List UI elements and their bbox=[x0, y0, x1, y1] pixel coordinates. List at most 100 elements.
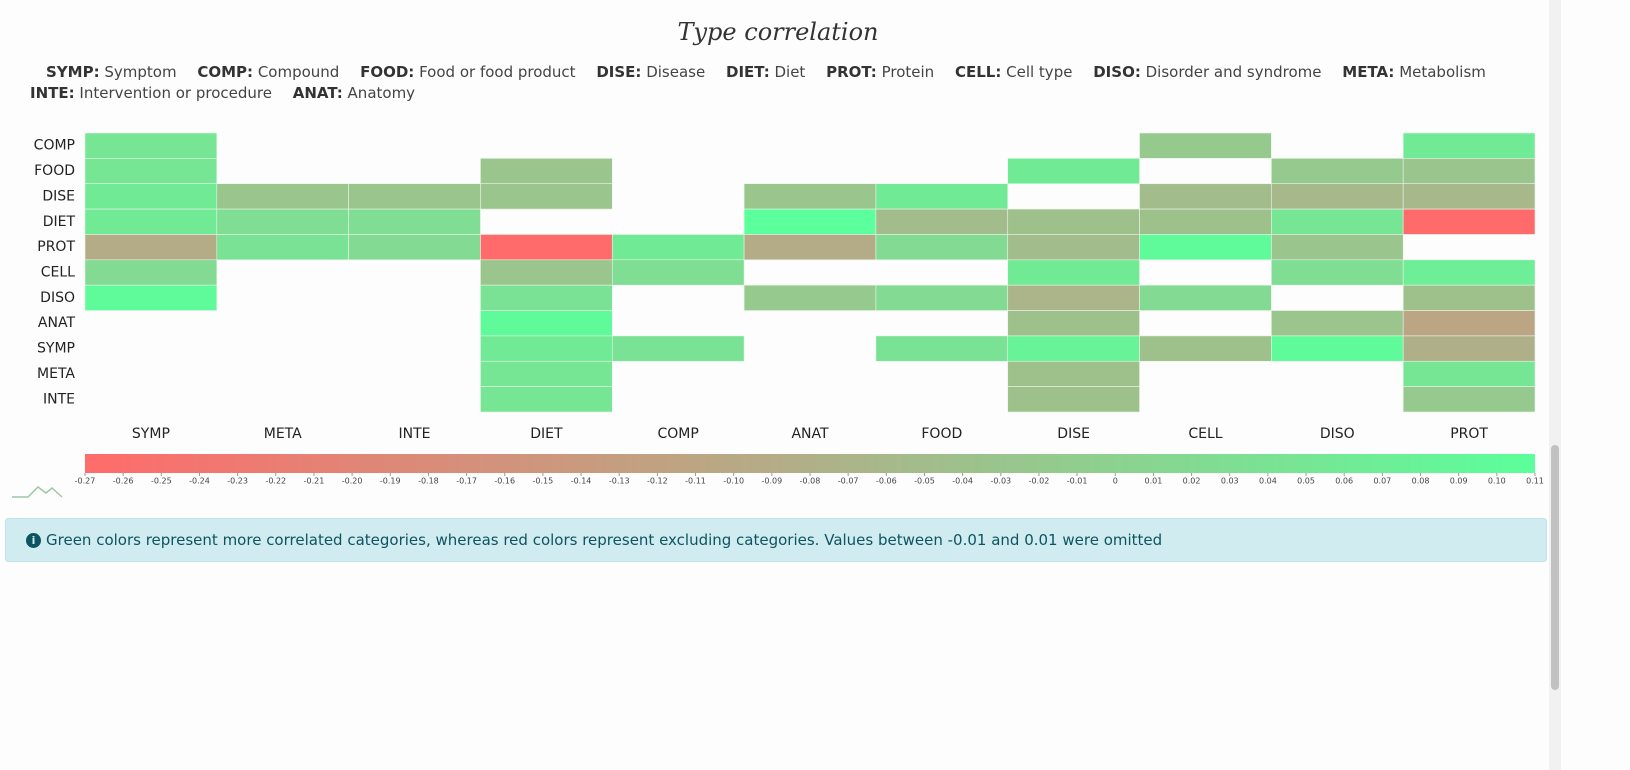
cell bbox=[875, 208, 1009, 235]
colorbar-tick-label: -0.12 bbox=[647, 477, 668, 486]
legend-code: META: bbox=[1342, 63, 1395, 81]
legend-code: FOOD: bbox=[360, 63, 415, 81]
legend-label: Cell type bbox=[1006, 63, 1073, 81]
cell bbox=[1139, 335, 1272, 362]
legend-label: Disease bbox=[646, 63, 706, 81]
colorbar-tick-label: -0.19 bbox=[380, 477, 401, 486]
legend-label: Diet bbox=[774, 63, 806, 81]
cell bbox=[1007, 335, 1140, 362]
cell bbox=[348, 208, 481, 235]
legend-label: Symptom bbox=[104, 63, 177, 81]
cell bbox=[1139, 132, 1272, 159]
legend-item: FOOD: Food or food product bbox=[360, 63, 575, 81]
colorbar-tick-label: 0.05 bbox=[1297, 477, 1315, 486]
cell bbox=[1271, 259, 1404, 286]
logo bbox=[12, 486, 63, 498]
legend-item: INTE: Intervention or procedure bbox=[30, 84, 272, 102]
colorbar-tick-label: 0.10 bbox=[1488, 477, 1506, 486]
cell bbox=[84, 234, 218, 261]
cell bbox=[1271, 335, 1404, 362]
cell bbox=[1402, 259, 1536, 286]
y-tick-label: DISE bbox=[42, 188, 75, 204]
cell bbox=[480, 158, 613, 185]
legend-code: ANAT: bbox=[292, 84, 343, 102]
y-tick-label: ANAT bbox=[38, 315, 76, 331]
cell bbox=[1402, 386, 1536, 413]
legend-item: DIET: Diet bbox=[726, 63, 805, 81]
cell bbox=[216, 234, 349, 261]
cell bbox=[743, 183, 877, 210]
cell bbox=[1007, 386, 1140, 413]
cell bbox=[1139, 284, 1272, 311]
legend-item: SYMP: Symptom bbox=[46, 63, 177, 81]
x-tick-label: INTE bbox=[399, 426, 431, 442]
colorbar-tick-label: -0.27 bbox=[75, 477, 96, 486]
colorbar bbox=[85, 454, 1535, 473]
x-tick-label: PROT bbox=[1450, 426, 1488, 442]
y-tick-label: DIET bbox=[43, 214, 76, 230]
legend-item: COMP: Compound bbox=[197, 63, 339, 81]
legend-code: CELL: bbox=[954, 63, 1002, 81]
colorbar-tick-label: -0.03 bbox=[990, 477, 1011, 486]
cell bbox=[216, 208, 349, 235]
colorbar-tick-label: -0.22 bbox=[265, 477, 286, 486]
info-alert: i Green colors represent more correlated … bbox=[5, 518, 1547, 562]
cell bbox=[875, 284, 1009, 311]
legend-item: DISE: Disease bbox=[596, 63, 705, 81]
legend-item: META: Metabolism bbox=[1342, 63, 1486, 81]
colorbar-tick-label: 0.11 bbox=[1526, 477, 1544, 486]
legend-label: Compound bbox=[257, 63, 340, 81]
cell bbox=[1402, 360, 1536, 387]
cell bbox=[480, 183, 613, 210]
colorbar-tick-label: -0.09 bbox=[761, 477, 782, 486]
cell bbox=[84, 284, 218, 311]
y-tick-label: PROT bbox=[37, 239, 75, 255]
colorbar-tick-label: -0.04 bbox=[952, 477, 973, 486]
cell bbox=[875, 234, 1009, 261]
cell bbox=[1271, 183, 1404, 210]
cell bbox=[1402, 158, 1536, 185]
cell bbox=[216, 183, 349, 210]
colorbar-tick-label: -0.18 bbox=[418, 477, 439, 486]
cell bbox=[611, 234, 745, 261]
x-tick-label: META bbox=[264, 426, 302, 442]
cell bbox=[1402, 335, 1536, 362]
legend-code: PROT: bbox=[826, 63, 877, 81]
cell bbox=[480, 284, 613, 311]
cell bbox=[1271, 310, 1404, 337]
colorbar-tick-label: -0.20 bbox=[342, 477, 363, 486]
cell bbox=[348, 234, 481, 261]
colorbar-tick-label: 0.06 bbox=[1335, 477, 1353, 486]
scroll-thumb[interactable] bbox=[1551, 445, 1559, 690]
cell bbox=[480, 386, 613, 413]
legend-code: COMP: bbox=[197, 63, 254, 81]
colorbar-tick-label: -0.16 bbox=[494, 477, 515, 486]
cell bbox=[348, 183, 481, 210]
colorbar-tick-label: -0.26 bbox=[113, 477, 134, 486]
cell bbox=[1007, 284, 1140, 311]
x-tick-label: DISO bbox=[1320, 426, 1355, 442]
legend-item: DISO: Disorder and syndrome bbox=[1093, 63, 1321, 81]
x-tick-label: FOOD bbox=[921, 426, 962, 442]
y-tick-label: DISO bbox=[40, 290, 75, 306]
legend-label: Intervention or procedure bbox=[79, 84, 272, 102]
y-tick-label: COMP bbox=[34, 138, 75, 154]
colorbar-tick-label: 0.04 bbox=[1259, 477, 1277, 486]
cell bbox=[480, 335, 613, 362]
cell bbox=[743, 208, 877, 235]
x-tick-label: DISE bbox=[1057, 426, 1090, 442]
cell bbox=[1271, 234, 1404, 261]
cell bbox=[84, 259, 218, 286]
y-tick-label: META bbox=[37, 366, 75, 382]
legend-item: ANAT: Anatomy bbox=[293, 84, 415, 102]
colorbar-tick-label: 0.07 bbox=[1373, 477, 1391, 486]
legend-code: DISE: bbox=[596, 63, 642, 81]
cell bbox=[84, 208, 218, 235]
cell bbox=[611, 259, 745, 286]
note-text: Green colors represent more correlated c… bbox=[46, 531, 1163, 549]
y-tick-label: INTE bbox=[43, 391, 75, 407]
x-tick-label: CELL bbox=[1188, 426, 1222, 442]
scrollbar[interactable] bbox=[1549, 0, 1561, 770]
legend: SYMP: Symptom COMP: Compound FOOD: Food … bbox=[30, 62, 1530, 104]
cell bbox=[875, 335, 1009, 362]
